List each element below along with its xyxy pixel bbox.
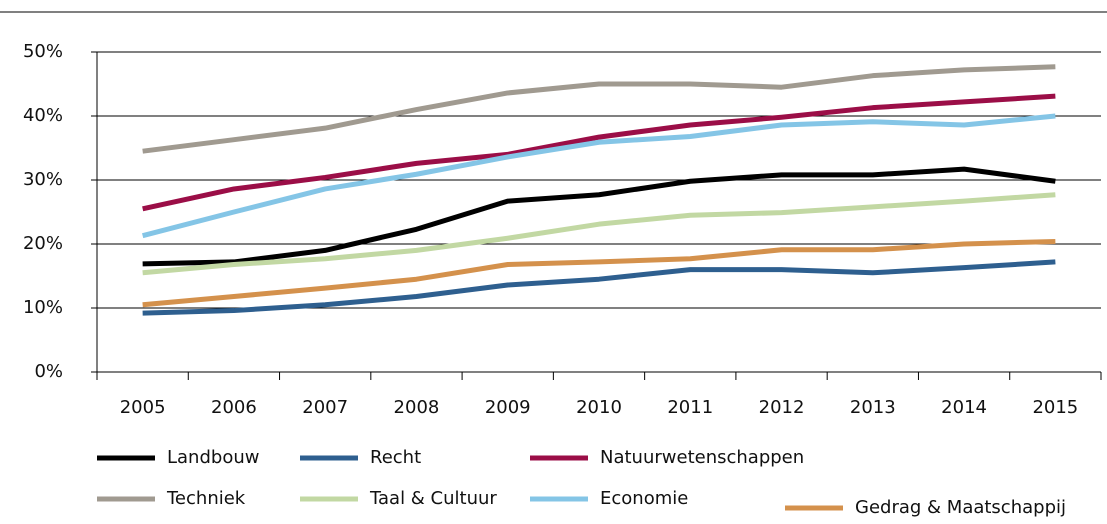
series-line: [142, 238, 1056, 308]
series-line: [142, 113, 1056, 239]
y-tick-label: 30%: [23, 169, 63, 190]
series-line: [142, 64, 1056, 154]
legend-label: Techniek: [166, 488, 246, 509]
x-tick-label: 2008: [394, 397, 440, 418]
y-tick-label: 0%: [34, 361, 63, 382]
series-line: [142, 166, 1056, 267]
legend-label: Economie: [600, 488, 688, 509]
y-tick-label: 10%: [23, 297, 63, 318]
series-line: [142, 93, 1056, 212]
x-tick-label: 2009: [485, 397, 531, 418]
legend-label: Natuurwetenschappen: [600, 447, 804, 468]
x-tick-label: 2011: [667, 397, 713, 418]
y-tick-label: 50%: [23, 41, 63, 62]
legend-label: Landbouw: [167, 447, 259, 468]
series-line: [142, 192, 1056, 276]
x-tick-label: 2012: [759, 397, 805, 418]
x-tick-label: 2015: [1032, 397, 1078, 418]
x-tick-label: 2006: [211, 397, 257, 418]
x-tick-label: 2014: [941, 397, 987, 418]
series-line: [142, 259, 1056, 316]
y-tick-label: 20%: [23, 233, 63, 254]
x-tick-label: 2005: [120, 397, 166, 418]
x-tick-label: 2010: [576, 397, 622, 418]
y-tick-label: 40%: [23, 105, 63, 126]
x-tick-label: 2013: [850, 397, 896, 418]
legend-label: Gedrag & Maatschappij: [855, 497, 1066, 518]
legend-label: Taal & Cultuur: [369, 488, 497, 509]
x-tick-label: 2007: [302, 397, 348, 418]
legend-label: Recht: [370, 447, 421, 468]
